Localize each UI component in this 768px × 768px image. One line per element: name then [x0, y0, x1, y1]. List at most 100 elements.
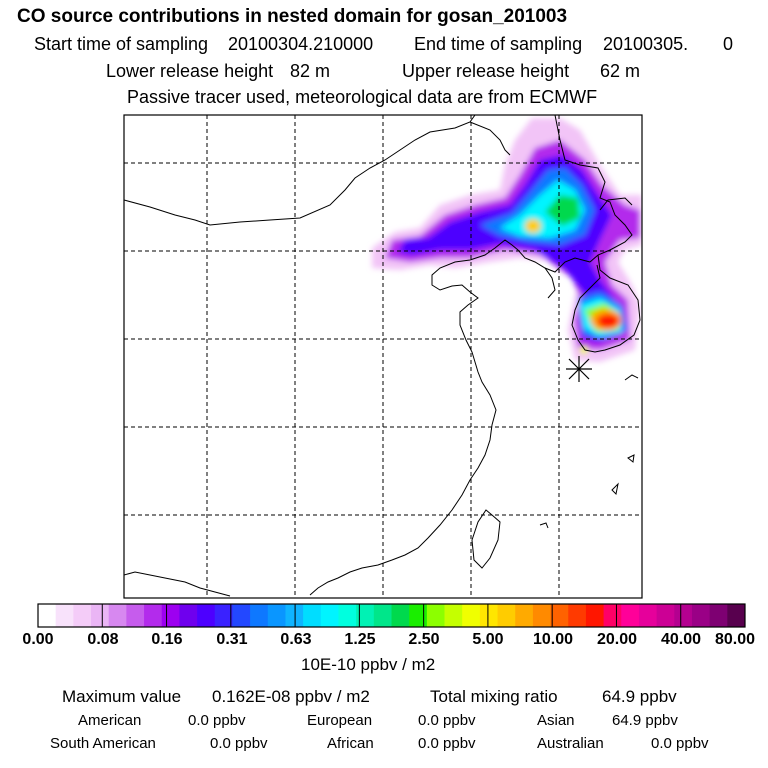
- map-grid: [124, 115, 642, 598]
- total-mixing-value: 64.9 ppbv: [602, 687, 677, 706]
- colorbar-segment: [91, 604, 110, 627]
- island-taiwan: [471, 509, 501, 569]
- max-value-label: Maximum value: [62, 687, 182, 706]
- start-time-value: 20100304.210000: [228, 34, 374, 54]
- lower-height-label: Lower release height: [106, 61, 274, 81]
- border-manchuria: [554, 115, 633, 263]
- region-value-african: 0.0 ppbv: [418, 735, 476, 752]
- colorbar-segment: [179, 604, 198, 627]
- chart-title: CO source contributions in nested domain…: [17, 6, 568, 27]
- coast-korea: [571, 254, 641, 353]
- colorbar-segment: [161, 604, 180, 627]
- islands-3: [627, 454, 635, 463]
- region-value-south-american: 0.0 ppbv: [210, 735, 268, 752]
- colorbar-segment: [568, 604, 587, 627]
- colorbar-tick-1: 0.08: [87, 631, 119, 648]
- colorbar-segment: [320, 604, 339, 627]
- colorbar-segment: [444, 604, 463, 627]
- colorbar-segment: [214, 604, 233, 627]
- colorbar-segment: [356, 604, 375, 627]
- region-value-asian: 64.9 ppbv: [612, 712, 678, 729]
- colorbar-tick-9: 20.00: [596, 631, 638, 648]
- colorbar-segment: [462, 604, 481, 627]
- colorbar-segment: [727, 604, 746, 627]
- colorbar-segment: [197, 604, 216, 627]
- plume-level-6: [545, 195, 580, 226]
- coast-south: [124, 571, 231, 597]
- colorbar-segment: [550, 604, 569, 627]
- colorbar-segment: [691, 604, 711, 627]
- colorbar-segment: [674, 604, 693, 627]
- plume-level-7: [525, 219, 541, 233]
- receptor-marker: [566, 356, 592, 382]
- colorbar-segment: [267, 604, 286, 627]
- colorbar-segment: [126, 604, 145, 627]
- colorbar-segment: [232, 604, 251, 627]
- colorbar-segment: [108, 604, 127, 627]
- colorbar-segment: [603, 604, 622, 627]
- colorbar-tick-10: 40.00: [660, 631, 702, 648]
- region-name-australian: Australian: [537, 735, 604, 752]
- colorbar-segment: [409, 604, 428, 627]
- plume-level-8b: [580, 346, 588, 354]
- colorbar-segment: [621, 604, 640, 627]
- end-time-suffix: 0: [723, 34, 734, 54]
- region-name-american: American: [78, 712, 142, 729]
- region-name-asian: Asian: [537, 712, 575, 729]
- lower-height-value: 82 m: [290, 61, 331, 81]
- colorbar-tick-3: 0.31: [216, 631, 248, 648]
- region-value-european: 0.0 ppbv: [418, 712, 476, 729]
- region-name-african: African: [327, 735, 374, 752]
- colorbar-tick-8: 10.00: [532, 631, 574, 648]
- colorbar-segment: [303, 604, 322, 627]
- colorbar-segment: [250, 604, 269, 627]
- colorbar-segment: [497, 604, 516, 627]
- colorbar-segment: [656, 604, 675, 627]
- tracer-note: Passive tracer used, meteorological data…: [127, 87, 598, 107]
- coast-japan-sea: [599, 197, 633, 211]
- colorbar-segment: [532, 604, 551, 627]
- colorbar-segment: [73, 604, 92, 627]
- colorbar-segment: [38, 604, 57, 627]
- end-time-label: End time of sampling: [414, 34, 583, 54]
- colorbar-segment: [373, 604, 392, 627]
- colorbar-segment: [585, 604, 604, 627]
- colorbar-segment: [338, 604, 357, 627]
- max-value: 0.162E-08 ppbv / m2: [212, 687, 370, 706]
- end-time-value: 20100305.: [603, 34, 689, 54]
- colorbar-frame: [37, 603, 746, 628]
- islands-2: [611, 482, 619, 496]
- colorbar-tick-4: 0.63: [280, 631, 312, 648]
- colorbar-unit: 10E-10 ppbv / m2: [301, 655, 436, 674]
- colorbar-segment: [515, 604, 534, 627]
- islands-4: [539, 522, 549, 529]
- receptor-line-d2: [568, 358, 590, 380]
- concentration-field: [372, 118, 642, 362]
- border-mongolia: [124, 115, 476, 226]
- upper-height-label: Upper release height: [402, 61, 570, 81]
- coast-china: [309, 239, 591, 596]
- plume-level-8: [597, 314, 619, 328]
- colorbar-segment: [391, 604, 410, 627]
- coast-shandong-tip: [544, 267, 556, 299]
- colorbar-segment: [144, 604, 163, 627]
- colorbar-tick-11: 80.00: [714, 631, 756, 648]
- coastlines: [124, 115, 641, 597]
- region-name-south-american: South American: [50, 735, 156, 752]
- colorbar: [37, 603, 746, 628]
- colorbar-tick-6: 2.50: [408, 631, 440, 648]
- colorbar-segment: [426, 604, 445, 627]
- colorbar-segment: [55, 604, 74, 627]
- border-north: [469, 121, 511, 156]
- colorbar-tick-7: 5.00: [472, 631, 504, 648]
- colorbar-tick-0: 0.00: [22, 631, 54, 648]
- start-time-label: Start time of sampling: [34, 34, 209, 54]
- map-frame: [123, 114, 643, 599]
- region-value-american: 0.0 ppbv: [188, 712, 246, 729]
- islands-1: [624, 374, 639, 381]
- colorbar-tick-5: 1.25: [344, 631, 376, 648]
- colorbar-segment: [709, 604, 728, 627]
- upper-height-value: 62 m: [600, 61, 641, 81]
- region-name-european: European: [307, 712, 373, 729]
